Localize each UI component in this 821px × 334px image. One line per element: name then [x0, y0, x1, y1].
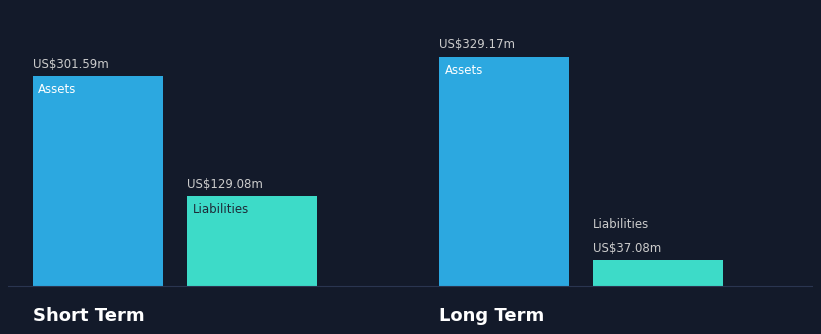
- Text: Assets: Assets: [39, 83, 76, 96]
- Text: Liabilities: Liabilities: [594, 217, 649, 230]
- Bar: [594, 260, 723, 286]
- Bar: [187, 196, 317, 286]
- Text: Long Term: Long Term: [439, 307, 544, 325]
- Text: Liabilities: Liabilities: [193, 203, 249, 216]
- Text: US$301.59m: US$301.59m: [33, 57, 108, 70]
- Bar: [439, 57, 569, 286]
- Text: US$329.17m: US$329.17m: [439, 38, 515, 51]
- Text: Short Term: Short Term: [33, 307, 144, 325]
- Text: US$37.08m: US$37.08m: [594, 241, 662, 255]
- Text: Assets: Assets: [445, 64, 483, 77]
- Text: US$129.08m: US$129.08m: [187, 178, 263, 191]
- Bar: [33, 76, 163, 286]
